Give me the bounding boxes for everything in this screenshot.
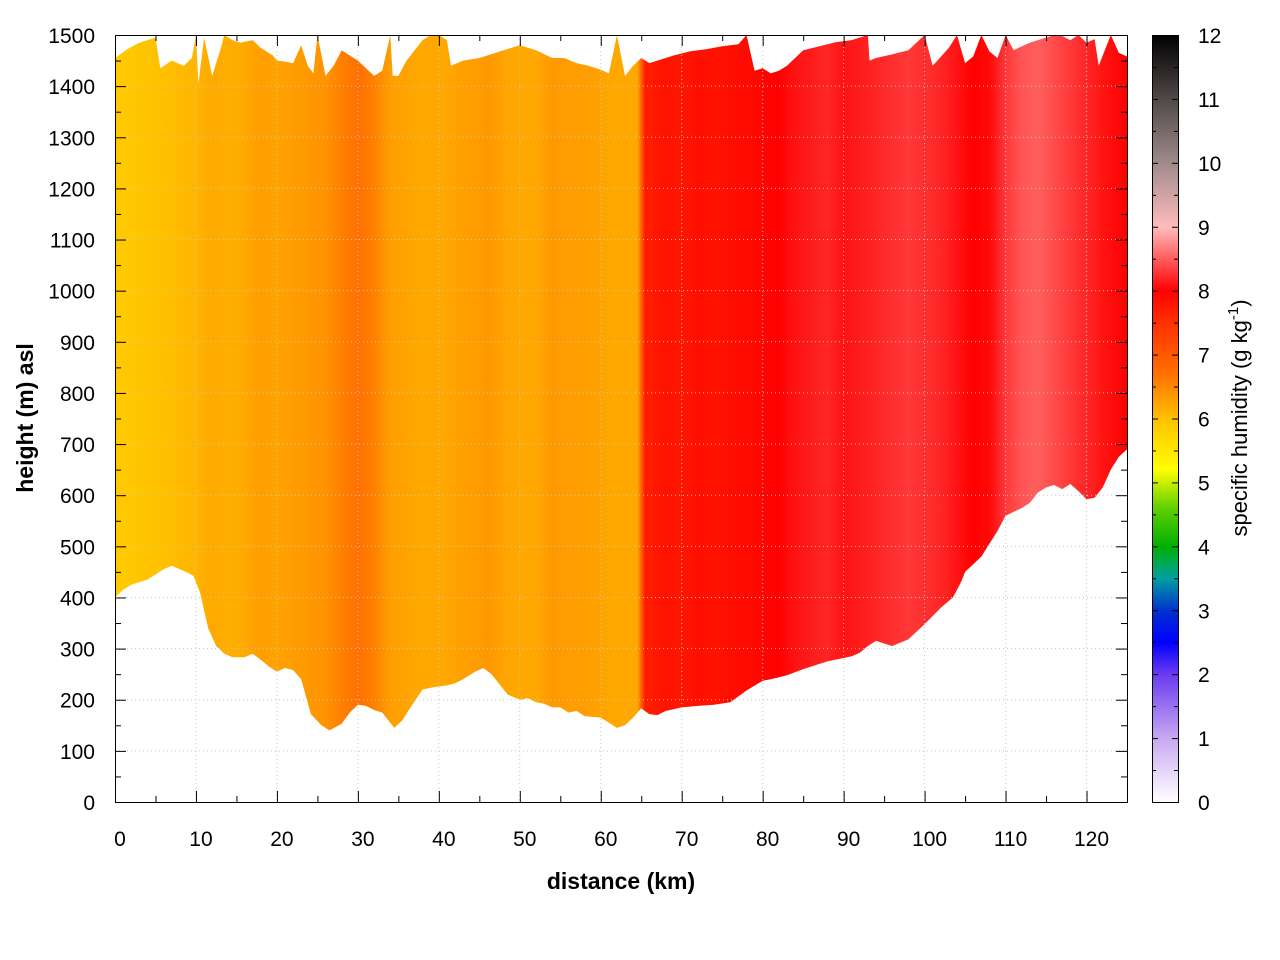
colorbar-title-main: specific humidity (g kg — [1227, 320, 1252, 536]
colorbar-title-end: ) — [1227, 299, 1252, 306]
y-tick-label: 900 — [60, 332, 95, 355]
colorbar-tick-label: 1 — [1198, 728, 1210, 751]
colorbar-title: specific humidity (g kg-1) — [1225, 299, 1252, 536]
x-tick-label: 60 — [594, 828, 617, 851]
colorbar-tick-label: 4 — [1198, 536, 1210, 559]
x-tick-label: 30 — [351, 828, 374, 851]
colorbar-tick-label: 8 — [1198, 281, 1210, 304]
colorbar-tick-label: 2 — [1198, 664, 1210, 687]
y-tick-label: 1500 — [48, 25, 95, 48]
x-tick-label: 40 — [432, 828, 455, 851]
y-tick-label: 800 — [60, 383, 95, 406]
y-tick-label: 0 — [83, 792, 95, 815]
colorbar-title-superscript: -1 — [1225, 307, 1242, 320]
y-tick-label: 600 — [60, 485, 95, 508]
colorbar-tick-label: 9 — [1198, 217, 1210, 240]
colorbar-tick-label: 10 — [1198, 153, 1221, 176]
colorbar-tick-label: 5 — [1198, 472, 1210, 495]
x-tick-label: 120 — [1074, 828, 1109, 851]
humidity-area — [115, 35, 1127, 731]
y-tick-label: 1100 — [50, 230, 95, 253]
colorbar-tick-label: 12 — [1198, 25, 1221, 48]
x-tick-label: 70 — [675, 828, 698, 851]
x-tick-label: 100 — [912, 828, 947, 851]
y-tick-label: 200 — [60, 690, 95, 713]
x-tick-label: 20 — [270, 828, 293, 851]
y-tick-label: 1200 — [48, 178, 95, 201]
x-axis-title: distance (km) — [547, 868, 695, 894]
grid — [115, 35, 1127, 802]
x-tick-label: 0 — [114, 828, 126, 851]
colorbar-tick-label: 3 — [1198, 600, 1210, 623]
colorbar-tick-label: 11 — [1198, 89, 1220, 112]
y-tick-label: 100 — [60, 741, 95, 764]
y-tick-label: 1000 — [48, 281, 95, 304]
colorbar-tick-label: 6 — [1198, 409, 1210, 432]
y-axis-title: height (m) asl — [12, 343, 38, 493]
x-tick-label: 10 — [189, 828, 212, 851]
y-tick-label: 500 — [60, 536, 95, 559]
humidity-field — [115, 35, 1127, 731]
x-tick-label: 80 — [756, 828, 779, 851]
y-tick-label: 300 — [60, 639, 95, 662]
x-axis: 0 10 20 30 40 50 60 70 80 90 100 110 120 — [114, 35, 1128, 851]
x-tick-label: 90 — [837, 828, 860, 851]
colorbar-tick-label: 7 — [1198, 345, 1210, 368]
x-tick-label: 50 — [513, 828, 536, 851]
y-tick-label: 400 — [60, 587, 95, 610]
y-tick-label: 700 — [60, 434, 95, 457]
y-tick-label: 1300 — [48, 127, 95, 150]
y-axis: 0 100 200 300 400 500 600 700 800 900 1000 1100 1200… — [48, 25, 1127, 815]
colorbar-tick-label: 0 — [1198, 792, 1210, 815]
x-tick-label: 110 — [994, 828, 1027, 851]
y-tick-label: 1400 — [48, 76, 95, 99]
